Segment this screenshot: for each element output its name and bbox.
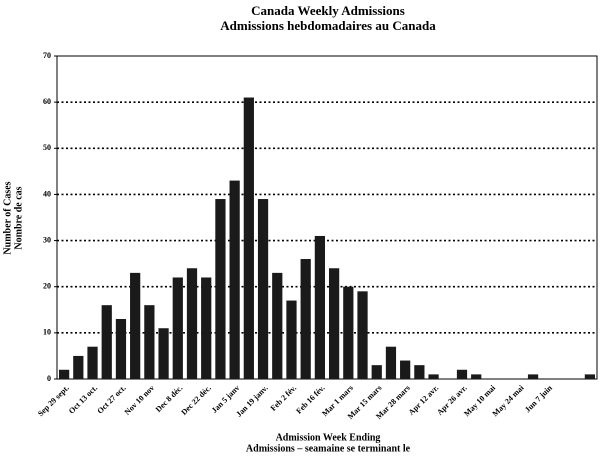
bar [115, 319, 127, 379]
bar [357, 291, 368, 379]
bar [527, 374, 539, 379]
x-tick-label: Jun 7 juin [523, 383, 554, 414]
bar [471, 374, 482, 379]
bar [300, 259, 311, 379]
bar [101, 305, 112, 379]
bar [130, 272, 141, 379]
x-tick-label: Feb 2 fév. [269, 383, 298, 412]
bar [400, 360, 411, 379]
bar [414, 365, 425, 379]
bar [158, 328, 169, 379]
x-tick-label: Oct 13 oct. [67, 383, 99, 415]
bar [257, 199, 269, 379]
bar [172, 277, 183, 379]
bar [272, 272, 283, 379]
y-tick-label: 40 [43, 189, 51, 198]
y-axis-title: Number of Cases [2, 181, 13, 254]
bar [201, 277, 212, 379]
y-tick-label: 10 [43, 328, 51, 337]
bar [58, 369, 70, 379]
x-tick-label: Dec 22 déc. [179, 383, 213, 417]
y-tick-label: 30 [43, 235, 51, 244]
bar [584, 374, 596, 379]
x-tick-label: Sep 29 sept. [36, 383, 71, 418]
bar [385, 346, 397, 379]
x-tick-label: May 24 mai [491, 383, 527, 419]
chart-subtitle: Admissions hebdomadaires au Canada [220, 18, 436, 33]
y-axis-title: Nombre de cas [13, 186, 24, 249]
bar [87, 346, 98, 379]
chart-title: Canada Weekly Admissions [251, 3, 405, 18]
bar [314, 235, 326, 379]
x-axis-title: Admission Week Ending [276, 432, 381, 443]
bar [343, 286, 354, 379]
bar [73, 355, 84, 379]
bar [144, 305, 155, 379]
y-tick-label: 70 [43, 51, 51, 60]
y-tick-label: 60 [43, 97, 51, 106]
bar [229, 180, 240, 379]
bar [286, 300, 297, 379]
y-tick-label: 0 [47, 374, 51, 383]
bar [328, 268, 340, 379]
y-tick-label: 50 [43, 143, 51, 152]
x-axis-title: Admissions – seamaine se terminant le [246, 443, 411, 454]
y-tick-label: 20 [43, 282, 51, 291]
bar [243, 97, 254, 380]
bar [371, 365, 382, 379]
bar [428, 374, 439, 379]
bar [215, 199, 226, 379]
bar [186, 268, 198, 379]
plot-frame [56, 55, 598, 380]
x-tick-label: Nov 10 nov [123, 383, 156, 416]
bar [456, 369, 468, 379]
